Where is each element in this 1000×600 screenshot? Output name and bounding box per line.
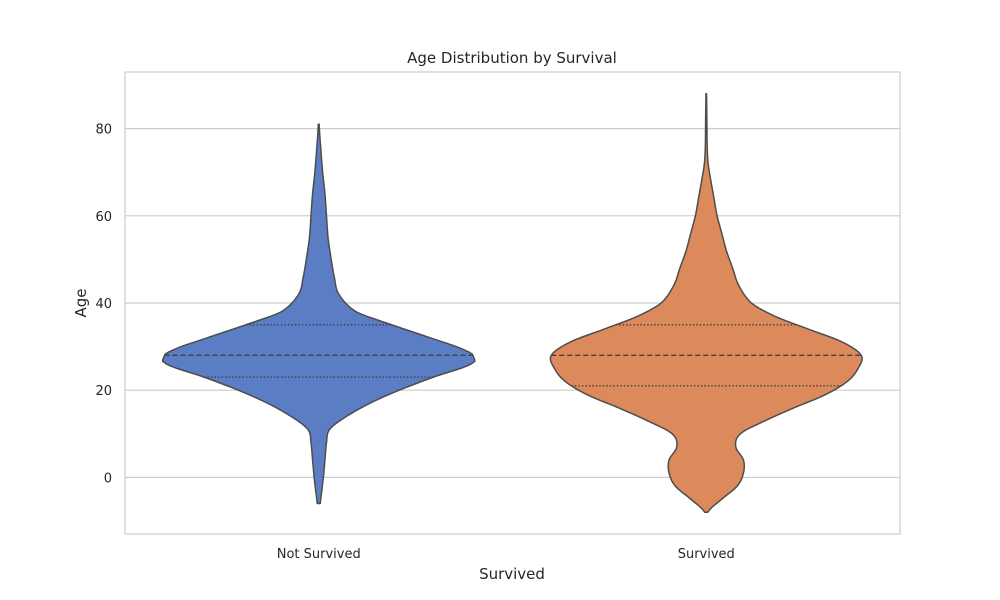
y-tick-label: 80 [95,123,112,138]
chart-title: Age Distribution by Survival [407,49,617,67]
violin-body [549,93,863,513]
y-tick-label: 40 [95,297,112,312]
x-tick-label: Survived [678,547,735,562]
y-axis-label: Age [72,288,90,317]
violin-body [161,123,476,505]
y-tick-labels: 0 20 40 60 80 [95,123,112,487]
x-axis-label: Survived [479,565,545,583]
gridlines [125,128,900,478]
y-tick-label: 0 [104,471,112,486]
y-tick-label: 20 [95,384,112,399]
plot-frame [124,71,901,535]
y-tick-label: 60 [95,210,112,225]
x-tick-labels: Not Survived Survived [277,547,735,562]
violins [161,93,863,513]
x-tick-label: Not Survived [277,547,361,562]
